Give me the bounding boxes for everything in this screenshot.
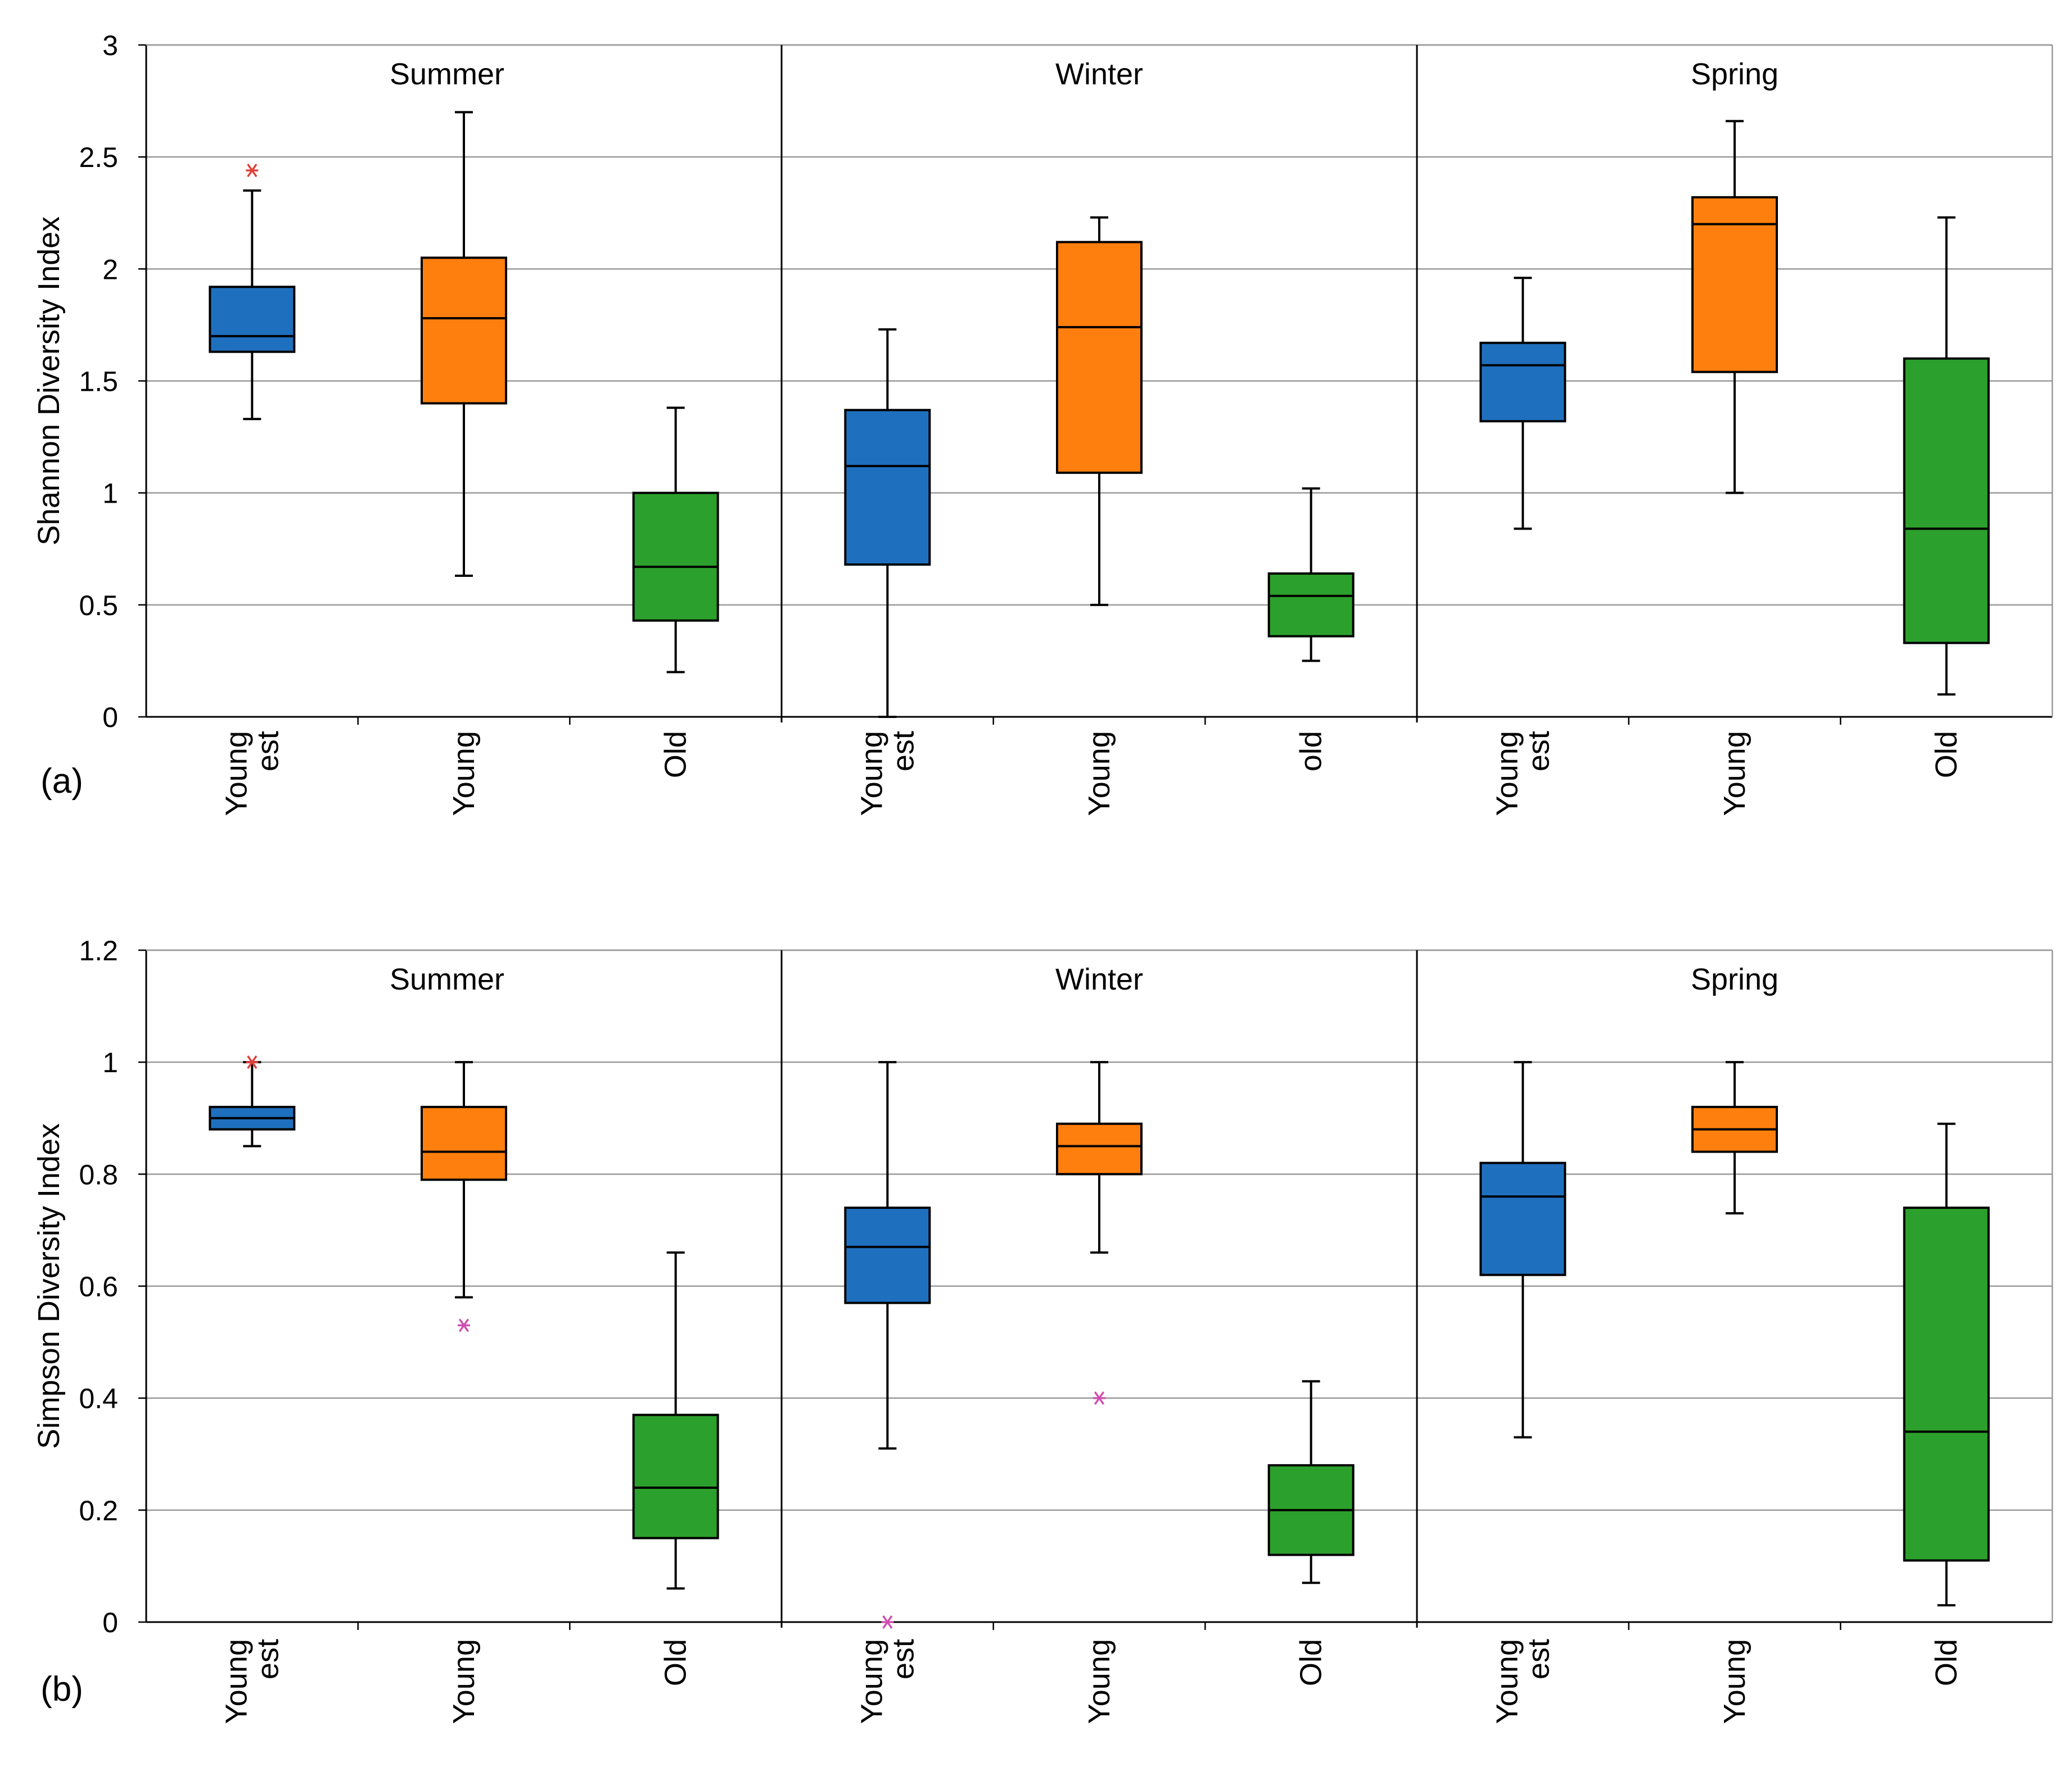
category-label: est [886,1639,920,1679]
y-tick-label: 1.5 [79,366,118,398]
y-tick-label: 0.2 [79,1495,118,1526]
y-axis-title: Simpson Diversity Index [32,1123,66,1449]
outlier-marker [1093,1391,1105,1405]
iqr-box [1479,1162,1567,1276]
outlier-stroke [458,1318,470,1333]
iqr-box [844,409,931,566]
season-label-winter: Winter [1055,963,1143,996]
category-label: old [1294,731,1328,771]
category-label: Old [659,731,693,778]
category-label: Young [1082,1639,1116,1724]
outlier-marker [246,164,259,178]
category-label: Old [659,1639,693,1686]
iqr-box [632,491,719,622]
outlier-marker [458,1318,470,1333]
y-tick-label: 0.4 [79,1383,118,1415]
iqr-box [1267,572,1355,638]
y-tick-label: 1 [102,1047,118,1078]
season-label-summer: Summer [390,57,504,91]
box-winter-3 [1267,487,1355,662]
y-axis-title: Shannon Diversity Index [32,216,66,545]
category-label: Old [1294,1639,1328,1686]
category-label: est [1522,1639,1555,1679]
outlier-stroke [1094,1391,1105,1405]
category-label: Young [219,731,253,816]
iqr-box [421,256,507,405]
iqr-box [1056,1122,1143,1176]
outlier-stroke [247,164,258,178]
chart-panel-1: 0 0.5 1 1.5 2 2.5 3 Shannon Diversity Index (a) S… [32,30,2053,816]
y-tick-label: 0.6 [79,1271,118,1303]
category-label: est [251,731,285,771]
y-tick-label: 1.2 [79,935,118,966]
box-spring-2 [1691,120,1778,494]
season-label-spring: Spring [1691,57,1778,91]
panel-label: (b) [40,1670,83,1709]
y-tick-label: 0.5 [79,590,118,621]
box-summer-1 [209,1055,296,1148]
season-label-summer: Summer [390,963,504,996]
y-tick-label: 2 [102,254,118,285]
box-winter-2 [1056,216,1143,606]
box-winter-1 [844,1061,931,1629]
box-summer-3 [632,1251,719,1590]
iqr-box [1056,241,1143,474]
y-tick-label: 0 [102,1607,118,1638]
category-label: est [251,1639,285,1679]
y-tick-label: 3 [102,30,118,61]
outlier-marker [246,1055,259,1069]
category-label: Old [1930,1639,1963,1686]
box-summer-2 [421,1061,507,1333]
category-label: Young [1082,731,1116,816]
box-spring-3 [1903,1122,1990,1607]
y-tick-label: 0.8 [79,1159,118,1190]
season-label-winter: Winter [1055,57,1143,91]
outlier-stroke [882,1615,893,1629]
box-summer-3 [632,407,719,674]
y-tick-label: 0 [102,702,118,733]
outlier-stroke [247,1055,258,1069]
iqr-box [421,1105,507,1181]
panel-label: (a) [40,762,83,801]
iqr-box [209,286,296,353]
box-summer-1 [209,164,296,421]
box-winter-2 [1056,1061,1143,1405]
box-spring-1 [1479,1061,1567,1439]
iqr-box [844,1207,931,1304]
category-label: Young [447,731,481,816]
box-spring-2 [1691,1061,1778,1215]
iqr-box [1903,357,1990,644]
category-label: Young [447,1639,481,1724]
category-label: Young [219,1639,253,1724]
box-winter-1 [844,328,931,718]
category-label: Young [855,731,888,816]
box-spring-1 [1479,277,1567,530]
category-label: Young [855,1639,888,1724]
box-winter-3 [1267,1380,1355,1584]
box-summer-2 [421,111,507,577]
category-label: est [1522,731,1555,771]
season-label-spring: Spring [1691,963,1778,996]
category-label: Young [1490,1639,1524,1724]
category-label: est [886,731,920,771]
category-label: Old [1930,731,1963,778]
y-tick-label: 2.5 [79,142,118,173]
iqr-box [1479,341,1567,423]
outlier-marker [881,1615,894,1629]
iqr-box [632,1413,719,1539]
category-label: Young [1490,731,1524,816]
y-tick-label: 1 [102,478,118,509]
category-label: Young [1718,731,1752,816]
box-spring-3 [1903,216,1990,696]
iqr-box [1903,1207,1990,1562]
chart-panel-2: 0 0.2 0.4 0.6 0.8 1 1.2 Simpson Diversity Index… [32,935,2053,1724]
iqr-box [1691,196,1778,373]
category-label: Young [1718,1639,1752,1724]
